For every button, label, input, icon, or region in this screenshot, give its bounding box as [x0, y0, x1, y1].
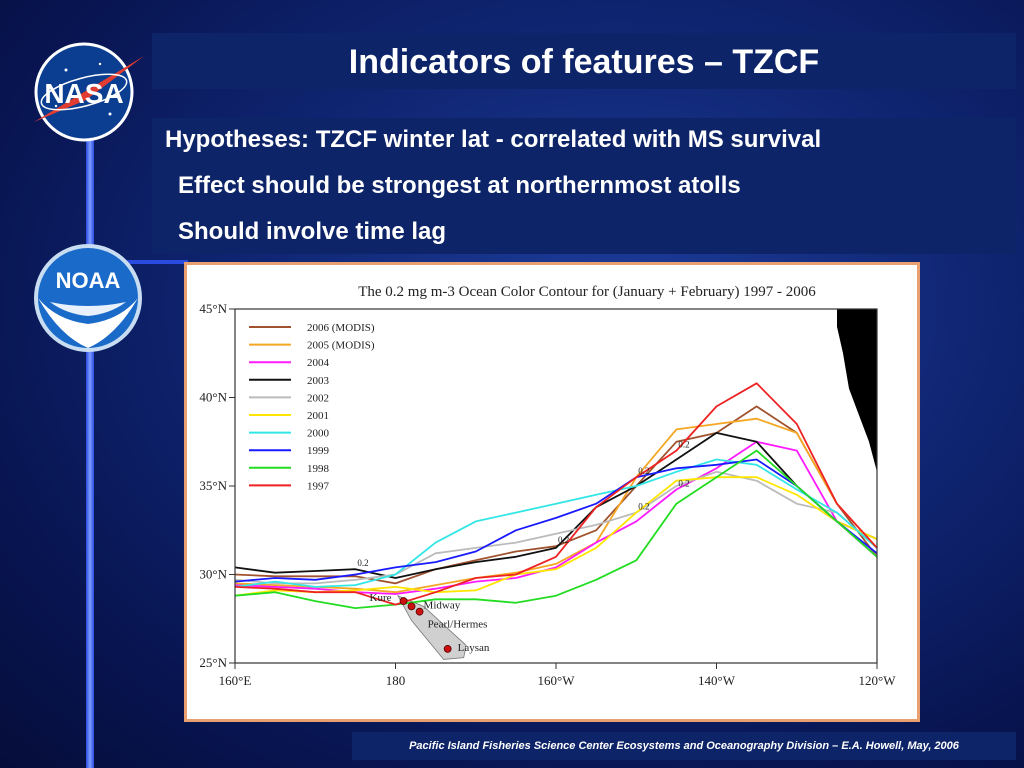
series-line-2002 — [234, 470, 878, 585]
legend-label: 2004 — [307, 357, 330, 369]
chart-legend: 2006 (MODIS) 2005 (MODIS) 2004 2003 2002 2001… — [249, 322, 375, 492]
x-tick-label: 180 — [386, 673, 406, 688]
x-tick-label: 160°E — [219, 673, 252, 688]
hypotheses-panel — [152, 118, 1016, 254]
chart-frame: The 0.2 mg m-3 Ocean Color Contour for (… — [184, 262, 920, 722]
island-label: Pearl/Hermes — [428, 619, 488, 631]
series-line-1997 — [234, 382, 878, 606]
legend-label: 2006 (MODIS) — [307, 322, 375, 334]
contour-chart: The 0.2 mg m-3 Ocean Color Contour for (… — [199, 284, 897, 688]
legend-label: 2003 — [307, 375, 330, 387]
y-tick-label: 25°N — [199, 655, 227, 670]
legend-label: 2002 — [307, 392, 329, 404]
left-accent-connector — [88, 260, 188, 264]
contour-label: 0.2 — [558, 535, 569, 545]
nasa-logo: NASA — [34, 42, 144, 142]
legend-label: 2001 — [307, 410, 329, 422]
y-tick-label: 30°N — [199, 567, 227, 582]
legend-label: 1998 — [307, 463, 330, 475]
contour-label: 0.2 — [678, 479, 689, 489]
y-tick-label: 35°N — [199, 478, 227, 493]
legend-label: 2000 — [307, 428, 330, 440]
series-line-2003 — [234, 432, 878, 579]
x-tick-label: 120°W — [859, 673, 897, 688]
island-marker — [443, 644, 452, 653]
footer-background — [352, 732, 1016, 760]
contour-label: 0.2 — [638, 502, 649, 512]
hypothesis-line-3: Should involve time lag — [178, 218, 447, 245]
series-line-2001 — [234, 476, 878, 597]
island-marker — [407, 602, 416, 611]
series-line-1999 — [234, 458, 878, 583]
coastline-landmass — [837, 309, 877, 472]
hypothesis-line-2: Effect should be strongest at northernmo… — [178, 172, 741, 199]
north-america-coast — [837, 309, 877, 472]
nasa-logo-text: NASA — [44, 78, 123, 109]
noaa-logo: NOAA — [34, 244, 142, 352]
island-marker — [415, 607, 424, 616]
island-label: Laysan — [458, 642, 490, 654]
left-accent-bar — [86, 140, 94, 768]
footer-credit: Pacific Island Fisheries Science Center … — [409, 740, 959, 752]
x-tick-label: 160°W — [538, 673, 576, 688]
series-line-1998 — [234, 449, 878, 609]
y-tick-label: 40°N — [199, 390, 227, 405]
slide-title: Indicators of features – TZCF — [348, 43, 820, 81]
x-tick-label: 140°W — [698, 673, 736, 688]
hypothesis-line-1: Hypotheses: TZCF winter lat - correlated… — [165, 126, 822, 153]
island-label: Midway — [424, 599, 461, 611]
island-markers: Kure Midway Pearl/Hermes Laysan — [370, 592, 490, 654]
title-background — [152, 33, 1016, 89]
plot-border — [234, 308, 878, 664]
contour-label: 0.2 — [357, 558, 368, 568]
chart-title: The 0.2 mg m-3 Ocean Color Contour for (… — [358, 284, 816, 300]
contour-label: 0.2 — [638, 466, 649, 476]
nwhi-shaded-region — [397, 594, 467, 660]
series-line-2005-MODIS — [234, 417, 878, 594]
y-tick-label: 45°N — [199, 301, 227, 316]
island-label: Kure — [370, 592, 392, 604]
legend-label: 1997 — [307, 480, 330, 492]
contour-label: 0.2 — [678, 440, 689, 450]
noaa-logo-text: NOAA — [56, 268, 121, 293]
island-marker — [399, 597, 408, 605]
legend-label: 2005 (MODIS) — [307, 340, 375, 352]
legend-label: 1999 — [307, 445, 330, 457]
series-line-2000 — [234, 458, 878, 588]
